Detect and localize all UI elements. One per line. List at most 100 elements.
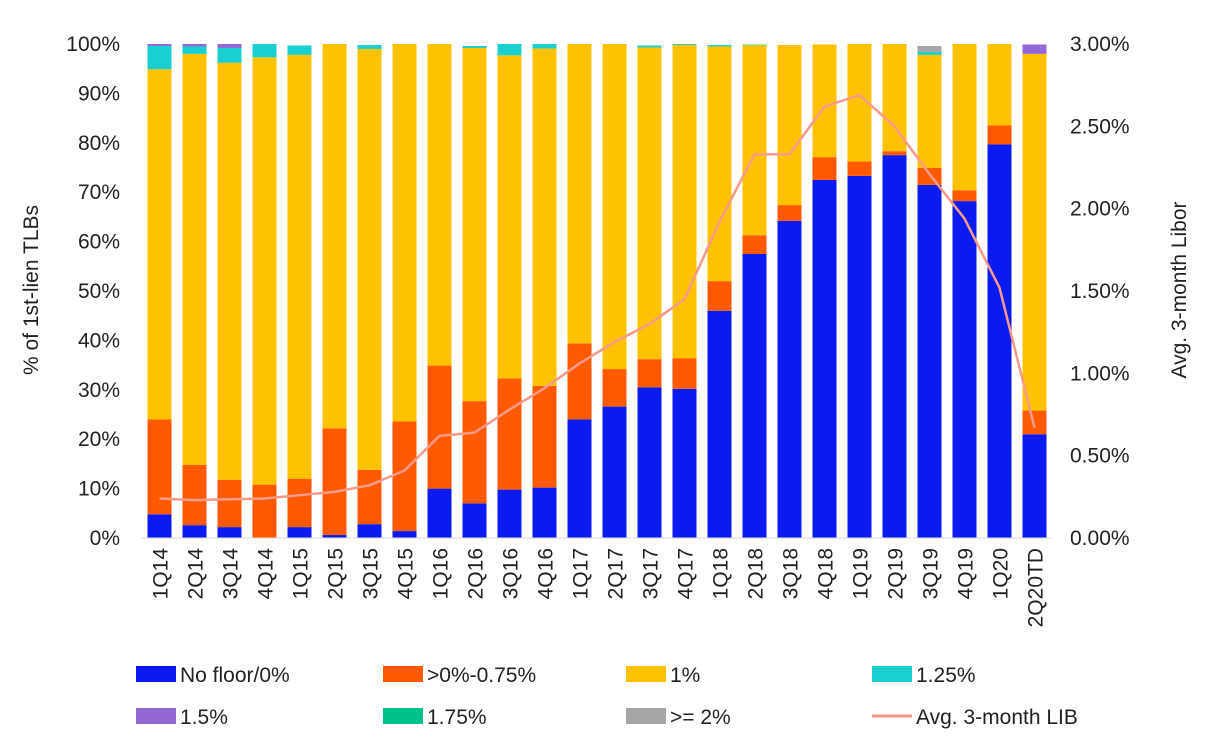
bar-4Q16-series-3 (532, 44, 557, 49)
x-tick-label: 3Q18 (780, 548, 803, 599)
bar-1Q16-series-2 (427, 44, 452, 366)
bar-1Q20-series-0 (987, 144, 1012, 538)
x-tick-label: 1Q15 (290, 548, 313, 599)
legend-swatch (383, 708, 423, 724)
bar-2Q14-series-0 (182, 525, 207, 538)
legend-swatch (626, 666, 666, 682)
legend-label: 1.75% (427, 706, 487, 729)
bar-3Q19-series-0 (917, 184, 942, 539)
legend-label: No floor/0% (180, 664, 290, 687)
bar-2Q14-series-3 (182, 46, 207, 54)
legend-label: 1% (670, 664, 700, 687)
bar-4Q17-series-0 (672, 388, 697, 538)
legend-swatch (136, 708, 176, 724)
bar-4Q17-series-3 (672, 44, 697, 45)
left-tick-label: 0% (90, 527, 120, 550)
bar-1Q14-series-0 (147, 514, 172, 538)
bar-2Q20TD-series-0 (1022, 434, 1047, 538)
bar-1Q14-series-2 (147, 69, 172, 420)
x-tick-label: 2Q19 (885, 548, 908, 599)
x-tick-label: 4Q18 (815, 548, 838, 599)
plot-area (142, 44, 1052, 539)
x-tick-label: 2Q14 (185, 548, 208, 600)
x-tick-label: 3Q17 (640, 548, 663, 599)
x-tick-label: 2Q16 (465, 548, 488, 599)
bar-3Q16-series-0 (497, 489, 522, 538)
bar-1Q17-series-2 (567, 44, 592, 344)
legend-label: Avg. 3-month LIB (916, 706, 1078, 729)
left-tick-label: 60% (78, 231, 120, 254)
right-tick-label: 2.50% (1070, 115, 1130, 138)
right-tick-label: 1.50% (1070, 280, 1130, 303)
bar-3Q16-series-1 (497, 378, 522, 490)
x-tick-label: 1Q17 (570, 548, 593, 599)
bar-4Q17-series-1 (672, 358, 697, 389)
x-tick-label: 4Q14 (255, 548, 278, 600)
x-tick-label: 4Q15 (395, 548, 418, 599)
bar-1Q20-series-1 (987, 125, 1012, 145)
left-tick-label: 30% (78, 379, 120, 402)
bar-1Q16-series-0 (427, 488, 452, 538)
x-tick-label: 3Q15 (360, 548, 383, 599)
legend: No floor/0% >0%-0.75% 1% 1.25% 1.5% 1.75% >= 2… (136, 664, 1078, 729)
bar-2Q19-series-0 (882, 155, 907, 538)
bar-3Q18-series-2 (777, 44, 802, 206)
bar-4Q18-series-1 (812, 157, 837, 180)
bar-1Q18-series-0 (707, 310, 732, 538)
x-tick-label: 4Q19 (955, 548, 978, 599)
legend-swatch (136, 666, 176, 682)
bar-1Q17-series-0 (567, 419, 592, 538)
legend-swatch (626, 708, 666, 724)
x-tick-label: 2Q17 (605, 548, 628, 599)
bar-4Q16-series-0 (532, 487, 557, 538)
libor-line (159, 93, 1036, 502)
left-tick-label: 90% (78, 82, 120, 105)
x-tick-label: 2Q15 (325, 548, 348, 599)
x-tick-label: 1Q19 (850, 548, 873, 599)
x-tick-label: 1Q16 (430, 548, 453, 599)
left-tick-label: 80% (78, 132, 120, 155)
bar-4Q14-series-2 (252, 57, 277, 485)
x-tick-label: 4Q16 (535, 548, 558, 599)
right-tick-label: 2.00% (1070, 198, 1130, 221)
bar-1Q18-series-3 (707, 44, 732, 47)
bar-3Q14-series-3 (217, 47, 242, 63)
bar-3Q15-series-1 (357, 469, 382, 525)
bar-2Q16-series-3 (462, 45, 487, 48)
bar-4Q19-series-0 (952, 201, 977, 538)
bar-2Q15-series-2 (322, 44, 347, 429)
bar-3Q15-series-3 (357, 44, 382, 49)
legend-label: 1.5% (180, 706, 228, 729)
x-tick-label: 1Q14 (150, 548, 173, 600)
x-tick-label: 2Q18 (745, 548, 768, 599)
bar-2Q16-series-1 (462, 401, 487, 504)
legend-label: 1.25% (916, 664, 976, 687)
bar-1Q15-series-1 (287, 478, 312, 528)
bar-2Q14-series-4 (182, 44, 207, 47)
left-tick-label: 20% (78, 428, 120, 451)
bar-1Q19-series-1 (847, 161, 872, 176)
bar-1Q18-series-2 (707, 46, 732, 282)
left-tick-label: 50% (78, 280, 120, 303)
bar-1Q14-series-3 (147, 45, 172, 70)
x-tick-label: 2Q20TD (1025, 548, 1048, 627)
bar-2Q15-series-0 (322, 535, 347, 538)
x-tick-label: 3Q14 (220, 548, 243, 600)
bar-2Q14-series-1 (182, 464, 207, 526)
bar-2Q14-series-2 (182, 53, 207, 465)
bar-3Q17-series-3 (637, 45, 662, 48)
bar-3Q15-series-2 (357, 48, 382, 470)
legend-swatch (872, 666, 912, 682)
right-axis-title: Avg. 3-month Libor (1168, 201, 1191, 378)
bar-2Q20TD-series-2 (1022, 53, 1047, 411)
left-tick-label: 70% (78, 181, 120, 204)
x-tick-label: 3Q16 (500, 548, 523, 599)
right-axis-ticks: 0.00% 0.50% 1.00% 1.50% 2.00% 2.50% 3.00% (1070, 33, 1130, 550)
bar-2Q16-series-2 (462, 47, 487, 402)
bar-3Q16-series-3 (497, 44, 522, 56)
bar-3Q17-series-1 (637, 359, 662, 388)
bar-4Q15-series-0 (392, 531, 417, 538)
bar-3Q16-series-2 (497, 55, 522, 379)
bar-4Q15-series-2 (392, 44, 417, 422)
